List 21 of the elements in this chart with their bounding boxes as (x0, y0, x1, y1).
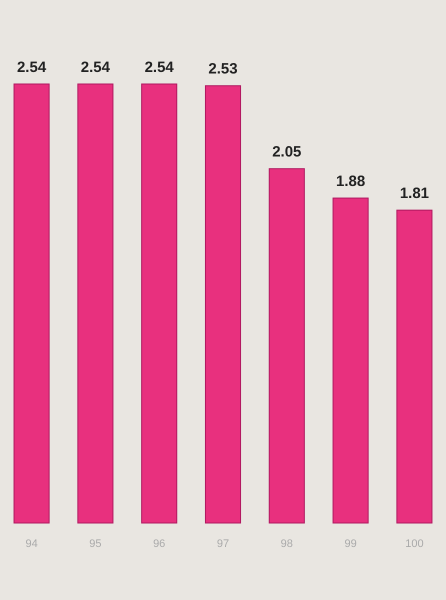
bar (396, 210, 432, 524)
x-tick-label: 96 (153, 538, 166, 550)
data-label: 2.54 (80, 59, 111, 76)
x-tick-label: 94 (25, 538, 38, 550)
x-tick-label: 99 (344, 538, 357, 550)
data-label: 1.81 (400, 185, 430, 202)
bar (14, 84, 50, 524)
x-tick-label: 98 (280, 538, 293, 550)
bar (204, 85, 242, 524)
x-tick-label: 95 (89, 538, 102, 550)
bar (77, 84, 114, 524)
bar (141, 84, 178, 524)
data-label: 1.88 (336, 173, 366, 190)
x-tick-label: 100 (405, 538, 424, 550)
data-label: 2.54 (16, 59, 47, 76)
x-tick-label: 97 (216, 538, 230, 550)
bar (332, 198, 369, 524)
data-label: 2.05 (272, 144, 302, 161)
bar (268, 168, 305, 524)
data-label: 2.53 (208, 60, 238, 78)
data-label: 2.54 (144, 59, 174, 76)
